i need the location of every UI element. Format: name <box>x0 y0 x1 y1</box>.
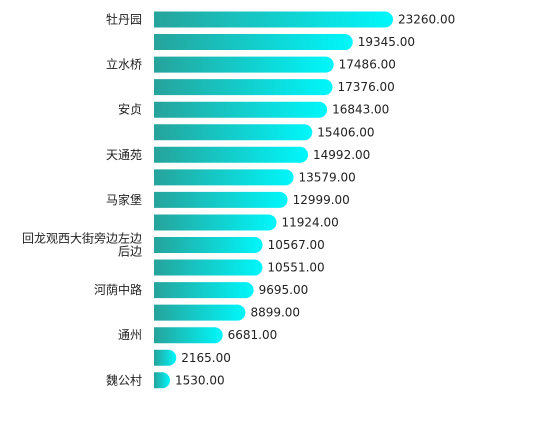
bar <box>154 11 393 28</box>
bar <box>154 34 353 51</box>
bar-value-label: 8899.00 <box>250 306 300 320</box>
bar <box>154 349 177 366</box>
bar <box>154 327 223 344</box>
bar-value-label: 17376.00 <box>338 80 395 94</box>
bar <box>154 282 254 299</box>
category-label: 通州 <box>118 328 142 342</box>
category-label: 魏公村 <box>106 372 142 387</box>
bar-value-label: 1530.00 <box>175 373 225 387</box>
bar-value-label: 9695.00 <box>259 283 309 297</box>
bar-value-label: 16843.00 <box>332 103 389 117</box>
bar-value-label: 12999.00 <box>293 193 350 207</box>
bar <box>154 79 333 96</box>
bar-value-label: 2165.00 <box>181 351 231 365</box>
bar <box>154 372 170 389</box>
bar <box>154 237 263 253</box>
bar-value-label: 19345.00 <box>358 35 415 49</box>
bar-value-label: 14992.00 <box>313 148 370 162</box>
bar <box>154 214 277 231</box>
category-label: 立水桥 <box>106 57 142 72</box>
bar <box>154 169 294 186</box>
bar <box>154 259 263 276</box>
bar-value-label: 10567.00 <box>268 238 325 252</box>
category-label: 天通苑 <box>106 148 142 162</box>
bar <box>154 191 288 208</box>
category-label: 马家堡 <box>106 192 142 207</box>
category-label: 安贞 <box>118 102 142 117</box>
bar <box>154 304 246 321</box>
bars-layer <box>154 11 393 389</box>
bar-value-label: 23260.00 <box>398 13 455 27</box>
bar <box>154 124 313 141</box>
bar <box>154 146 309 163</box>
bar-value-label: 6681.00 <box>228 328 278 342</box>
bar-value-label: 10551.00 <box>267 261 324 275</box>
category-label: 回龙观西大街旁边左边后边 <box>22 231 142 259</box>
category-label: 牡丹园 <box>106 12 142 27</box>
category-label: 河荫中路 <box>94 282 142 297</box>
bar <box>154 56 334 73</box>
bar-value-label: 15406.00 <box>317 125 374 139</box>
bar-value-label: 17486.00 <box>339 58 396 72</box>
bar-value-label: 13579.00 <box>299 170 356 184</box>
bar-value-label: 11924.00 <box>282 215 339 229</box>
bar <box>154 101 328 118</box>
value-labels-layer: 23260.00 19345.00 17486.00 17376.00 16843.00… <box>175 13 455 388</box>
